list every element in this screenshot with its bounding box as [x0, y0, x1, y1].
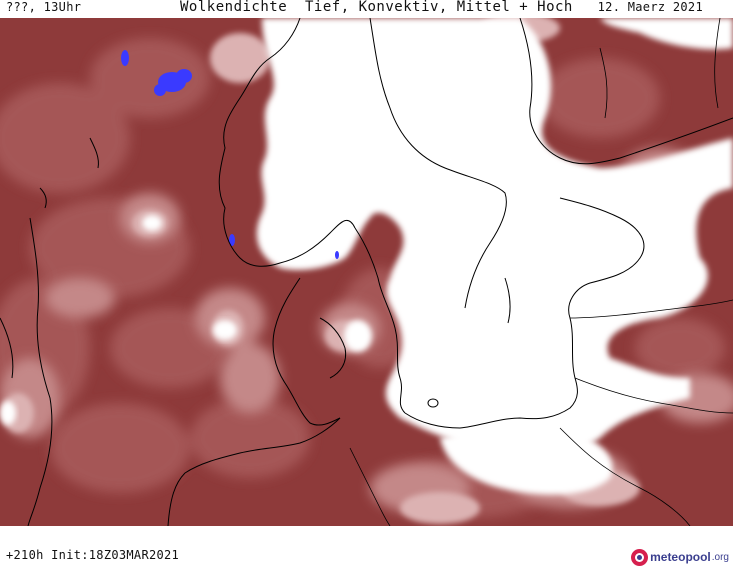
- model-run-info: +210h Init:18Z03MAR2021: [6, 548, 180, 562]
- logo-tld: .org: [711, 551, 729, 563]
- meteopool-logo-link[interactable]: meteopool .org: [631, 546, 729, 568]
- footer: +210h Init:18Z03MAR2021 meteopool .org: [0, 526, 733, 566]
- map-canvas: [0, 18, 733, 526]
- header: ???, 13Uhr Wolkendichte Tief, Konvektiv,…: [0, 0, 733, 18]
- logo-name: meteopool: [650, 550, 711, 564]
- cloud-density-map: [0, 18, 733, 526]
- clear-sky-areas: [0, 18, 733, 495]
- high-cloud-highlight: [121, 50, 339, 259]
- map-title: Wolkendichte Tief, Konvektiv, Mittel + H…: [180, 0, 573, 15]
- forecast-time-label: ???, 13Uhr: [6, 0, 82, 14]
- meteopool-logo-icon: [631, 548, 649, 566]
- forecast-date: 12. Maerz 2021: [597, 0, 703, 14]
- cloud-texture-medium: [0, 38, 725, 518]
- coastlines: [0, 18, 733, 526]
